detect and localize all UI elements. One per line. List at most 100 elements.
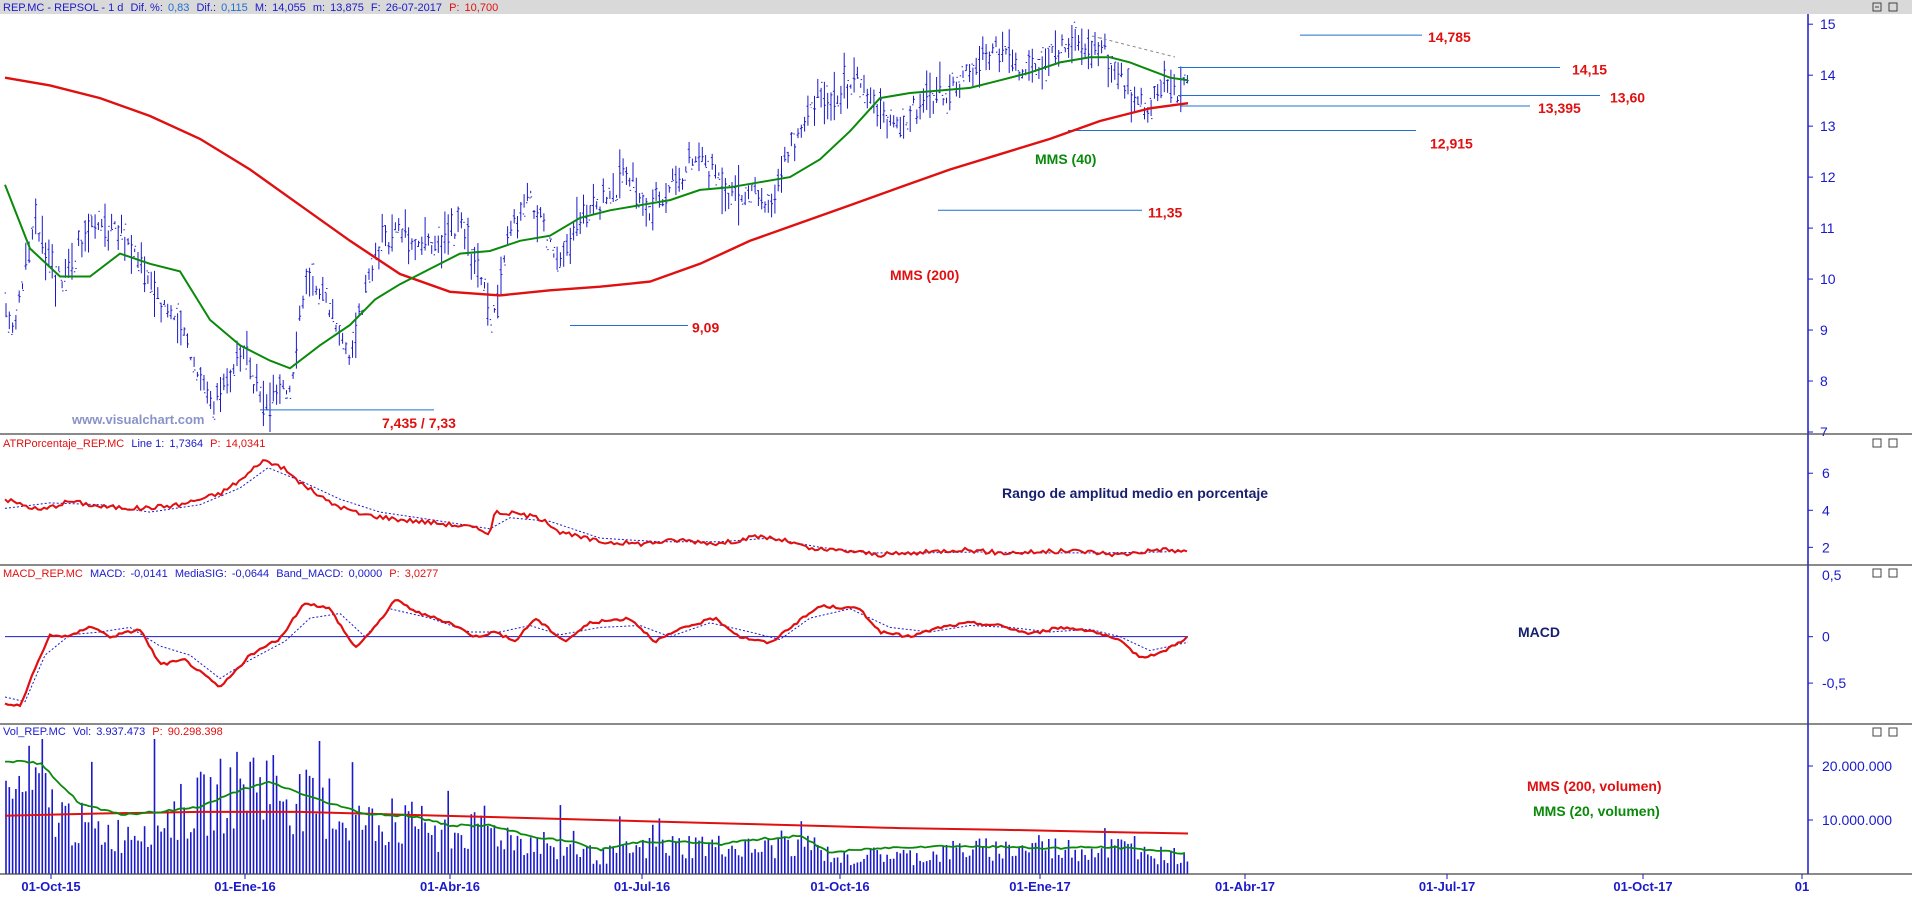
- price-bar: [981, 36, 985, 61]
- macd-y-tick-label: -0,5: [1822, 675, 1846, 691]
- price-bar: [562, 241, 566, 267]
- price-bar: [93, 214, 97, 239]
- price-bar: [21, 281, 24, 291]
- x-tick-label: 01-Ene-16: [214, 879, 275, 892]
- price-bar: [463, 221, 467, 250]
- price-bar: [1007, 29, 1011, 74]
- price-bar: [671, 168, 674, 183]
- price-bar: [205, 381, 209, 404]
- price-bar: [1044, 48, 1047, 82]
- price-bar: [123, 223, 127, 261]
- price-header: REP.MC - REPSOL - 1 d Dif. %: 0,83 Dif.:…: [3, 2, 498, 14]
- price-bar: [113, 221, 117, 229]
- price-bar: [875, 103, 879, 127]
- price-bar: [849, 84, 853, 95]
- maximize-icon[interactable]: [1888, 2, 1898, 12]
- price-bar: [555, 246, 559, 272]
- price-bar: [413, 239, 417, 261]
- price-bar: [879, 88, 882, 129]
- price-bar: [189, 356, 193, 361]
- price-bar: [1067, 38, 1070, 58]
- price-bar: [621, 158, 625, 183]
- price-bar: [997, 48, 1001, 73]
- price-bar: [859, 79, 863, 98]
- price-bar: [905, 122, 909, 130]
- price-bar: [1156, 84, 1160, 102]
- price-bar: [318, 288, 321, 305]
- price-bar: [1123, 85, 1127, 99]
- price-bar: [522, 194, 526, 217]
- price-bar: [238, 345, 242, 372]
- price-bar: [1136, 96, 1140, 105]
- price-bar: [1034, 62, 1037, 75]
- price-bar: [182, 327, 186, 336]
- price-bar: [1083, 43, 1087, 59]
- price-bar: [219, 377, 222, 413]
- price-bar: [1116, 62, 1120, 90]
- price-bar: [139, 242, 143, 274]
- price-bar: [839, 85, 843, 114]
- price-bar: [978, 45, 981, 88]
- minimize-icon[interactable]: [1872, 568, 1882, 578]
- price-bar: [733, 175, 737, 202]
- price-bar: [856, 66, 859, 79]
- price-bar: [130, 234, 133, 274]
- minimize-icon[interactable]: [1872, 727, 1882, 737]
- price-y-tick-label: 12: [1820, 169, 1836, 185]
- price-bar: [364, 274, 368, 293]
- price-bar: [486, 282, 490, 326]
- atr-panel: ATRPorcentaje_REP.MC Line 1: 1,7364 P: 1…: [0, 436, 1912, 558]
- price-bar: [351, 331, 354, 358]
- price-bar: [443, 211, 447, 254]
- price-bar: [743, 187, 747, 206]
- price-bar: [780, 155, 783, 193]
- price-bar: [370, 258, 374, 282]
- price-bar: [427, 233, 430, 246]
- price-bar: [1040, 47, 1044, 90]
- price-bar: [255, 363, 259, 392]
- price-bar: [133, 245, 137, 258]
- price-bar: [799, 124, 803, 138]
- price-bar: [24, 242, 28, 270]
- price-bar: [865, 88, 869, 109]
- x-tick-label: 01-Abr-16: [420, 879, 480, 892]
- price-bar: [489, 319, 493, 333]
- price-bar: [394, 222, 397, 233]
- price-bar: [763, 201, 767, 213]
- atr-header: ATRPorcentaje_REP.MC Line 1: 1,7364 P: 1…: [3, 438, 265, 450]
- maximize-icon[interactable]: [1888, 727, 1898, 737]
- price-bar: [1054, 30, 1057, 65]
- price-bar: [57, 266, 61, 275]
- price-bar: [199, 367, 203, 391]
- price-bar: [1126, 68, 1130, 95]
- price-bar: [984, 44, 988, 71]
- price-bar: [549, 237, 552, 243]
- maximize-icon[interactable]: [1888, 438, 1898, 448]
- minimize-icon[interactable]: [1872, 2, 1882, 12]
- price-bar: [766, 194, 770, 213]
- price-bar: [324, 287, 328, 303]
- price-bar: [192, 356, 196, 373]
- x-tick-label: 01-Abr-17: [1215, 879, 1275, 892]
- minimize-icon[interactable]: [1872, 438, 1882, 448]
- price-bar: [156, 287, 160, 300]
- price-bar: [420, 236, 424, 255]
- price-bar: [925, 70, 929, 111]
- price-bar: [819, 81, 823, 108]
- price-bar: [882, 101, 886, 123]
- volume-sma20-label: MMS (20, volumen): [1533, 803, 1660, 819]
- price-bar: [717, 172, 721, 180]
- price-bar: [460, 212, 463, 229]
- price-bar: [1182, 74, 1186, 86]
- price-bar: [466, 217, 470, 256]
- price-bar: [988, 51, 991, 71]
- price-bar: [410, 238, 414, 250]
- price-bar: [770, 193, 773, 218]
- price-bar: [73, 260, 77, 273]
- price-bar: [106, 225, 110, 251]
- price-bar: [664, 182, 668, 214]
- price-bar: [433, 235, 437, 256]
- maximize-icon[interactable]: [1888, 568, 1898, 578]
- price-bar: [262, 380, 265, 427]
- price-ohlc-bars: [4, 21, 1189, 432]
